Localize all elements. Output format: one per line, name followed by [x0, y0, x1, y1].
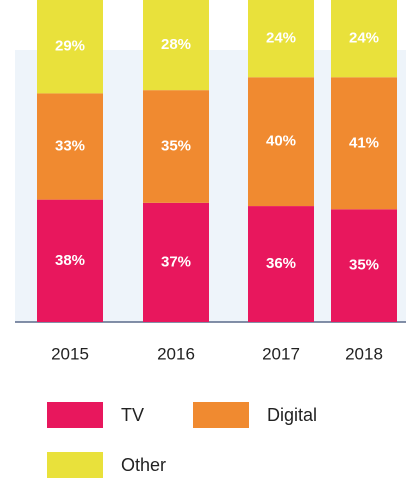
value-label: 24% [266, 30, 296, 47]
legend-label: TV [121, 405, 144, 425]
value-label: 35% [161, 137, 191, 154]
bar-segment [143, 0, 209, 91]
legend-label: Digital [267, 405, 317, 425]
bar-segment [248, 77, 314, 207]
bar-segment [331, 0, 397, 78]
value-label: 24% [349, 30, 379, 47]
bar-segment [37, 0, 103, 94]
bar-segment [248, 206, 314, 322]
x-tick-label: 2017 [262, 344, 300, 363]
value-label: 38% [55, 252, 85, 269]
value-label: 41% [349, 134, 379, 151]
value-label: 35% [349, 257, 379, 274]
bar-segment [248, 0, 314, 78]
value-label: 29% [55, 38, 85, 55]
value-label: 37% [161, 253, 191, 270]
bar-segment [143, 202, 209, 322]
legend-swatch [47, 402, 103, 428]
legend-swatch [193, 402, 249, 428]
bar-segment [37, 93, 103, 200]
legend-swatch [47, 452, 103, 478]
x-tick-label: 2015 [51, 344, 89, 363]
value-label: 33% [55, 137, 85, 154]
value-label: 40% [266, 133, 296, 150]
value-label: 28% [161, 36, 191, 53]
bar-segment [37, 199, 103, 322]
x-tick-label: 2016 [157, 344, 195, 363]
value-label: 36% [266, 255, 296, 272]
bar-segment [331, 209, 397, 322]
legend-label: Other [121, 455, 166, 475]
x-tick-label: 2018 [345, 344, 383, 363]
bar-segment [331, 77, 397, 210]
bar-segment [143, 90, 209, 203]
